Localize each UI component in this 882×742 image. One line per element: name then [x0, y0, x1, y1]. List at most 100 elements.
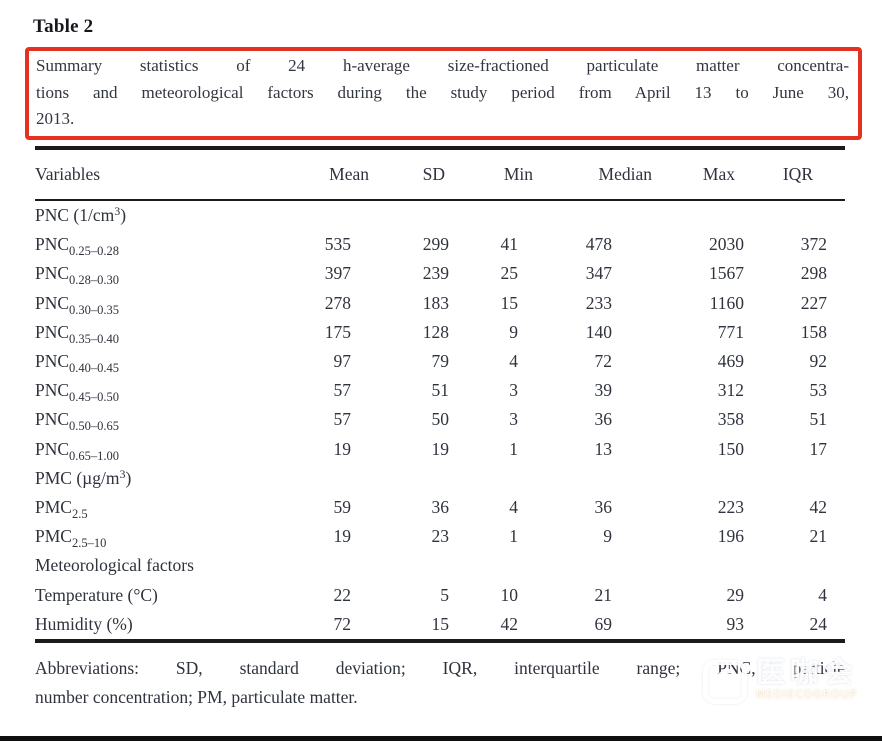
- summary-table-block: Variables Mean SD Min Median Max IQR PNC (1/cm3…: [35, 146, 845, 643]
- table-row: PNC0.40–0.45 97 79 4 72 469 92: [35, 347, 845, 376]
- cell-mean: 97: [333, 351, 352, 372]
- cell-iqr: 53: [809, 380, 828, 401]
- cell-min: 15: [500, 292, 519, 313]
- row-label: PNC0.28–0.30: [35, 263, 120, 288]
- row-label: Temperature (°C): [35, 584, 158, 605]
- cell-min: 3: [509, 380, 518, 401]
- cell-max: 771: [717, 321, 744, 342]
- cell-sd: 183: [422, 292, 449, 313]
- cell-iqr: 158: [800, 321, 827, 342]
- subscript: 0.50–0.65: [69, 419, 120, 434]
- summary-statistics-table: Variables Mean SD Min Median Max IQR PNC (1/cm3…: [35, 146, 845, 643]
- cell-max: 150: [717, 438, 744, 459]
- row-label: PNC0.40–0.45: [35, 351, 120, 376]
- cell-iqr: 17: [809, 438, 828, 459]
- footnote-line-1: Abbreviations: SD, standard deviation; I…: [35, 658, 845, 678]
- subscript: 0.40–0.45: [69, 361, 120, 376]
- section-label: Meteorological factors: [35, 555, 194, 576]
- cell-max: 1160: [709, 292, 744, 313]
- cell-iqr: 372: [800, 234, 827, 255]
- cell-sd: 5: [440, 584, 449, 605]
- cell-median: 72: [594, 351, 613, 372]
- cell-mean: 278: [324, 292, 351, 313]
- table-row: PNC0.45–0.50 57 51 3 39 312 53: [35, 376, 845, 405]
- cell-iqr: 51: [809, 409, 828, 430]
- row-label: Humidity (%): [35, 613, 133, 634]
- abbreviations-footnote: Abbreviations: SD, standard deviation; I…: [35, 654, 845, 711]
- cell-mean: 57: [333, 409, 352, 430]
- cell-min: 9: [509, 321, 518, 342]
- section-label: PNC (1/cm3): [35, 204, 127, 226]
- cell-max: 29: [726, 584, 745, 605]
- row-label: PMC2.5: [35, 496, 88, 521]
- cell-median: 9: [603, 526, 612, 547]
- cell-iqr: 4: [818, 584, 827, 605]
- cell-median: 347: [585, 263, 612, 284]
- cell-min: 25: [500, 263, 519, 284]
- row-label: PNC0.65–1.00: [35, 438, 120, 463]
- cell-min: 42: [500, 613, 519, 634]
- cell-iqr: 298: [800, 263, 827, 284]
- cell-median: 13: [594, 438, 613, 459]
- cell-max: 469: [717, 351, 744, 372]
- cell-min: 41: [500, 234, 519, 255]
- row-label: PNC0.25–0.28: [35, 234, 120, 259]
- cell-mean: 397: [324, 263, 351, 284]
- subscript: 2.5–10: [71, 536, 107, 551]
- cell-max: 223: [717, 496, 744, 517]
- column-header-variables: Variables: [35, 148, 305, 201]
- row-label: PNC0.45–0.50: [35, 380, 120, 405]
- cell-sd: 15: [431, 613, 450, 634]
- cell-sd: 19: [431, 438, 450, 459]
- cell-median: 233: [585, 292, 612, 313]
- subscript: 0.45–0.50: [69, 390, 120, 405]
- cell-min: 3: [509, 409, 518, 430]
- table-row: Humidity (%) 72 15 42 69 93 24: [35, 610, 845, 641]
- cell-min: 10: [500, 584, 519, 605]
- table-row: Temperature (°C) 22 5 10 21 29 4: [35, 580, 845, 609]
- footnote-line-2: number concentration; PM, particulate ma…: [35, 686, 358, 707]
- section-label: PMC (µg/m3): [35, 466, 132, 488]
- cell-max: 1567: [709, 263, 744, 284]
- cell-sd: 128: [422, 321, 449, 342]
- row-label: PNC0.30–0.35: [35, 292, 120, 317]
- cell-max: 2030: [709, 234, 744, 255]
- column-header-min: Min: [464, 148, 533, 201]
- cell-iqr: 42: [809, 496, 828, 517]
- cell-sd: 79: [431, 351, 450, 372]
- table-row: PMC2.5–10 19 23 1 9 196 21: [35, 522, 845, 551]
- row-label: PMC2.5–10: [35, 526, 107, 551]
- cell-mean: 535: [324, 234, 351, 255]
- subscript: 2.5: [71, 506, 88, 521]
- cell-mean: 22: [333, 584, 352, 605]
- cell-median: 36: [594, 409, 613, 430]
- header-row: Variables Mean SD Min Median Max IQR: [35, 148, 845, 201]
- table-row: PNC0.30–0.35 278 183 15 233 1160 227: [35, 289, 845, 318]
- cell-min: 4: [509, 496, 518, 517]
- table-row: PNC0.50–0.65 57 50 3 36 358 51: [35, 405, 845, 434]
- cell-mean: 59: [333, 496, 352, 517]
- column-header-iqr: IQR: [730, 148, 831, 201]
- table-title: Table 2: [33, 16, 94, 37]
- cell-min: 1: [509, 526, 518, 547]
- caption-highlight-box: Summary statistics of 24 h-average size-…: [25, 47, 862, 140]
- section-row: PNC (1/cm3): [35, 200, 845, 230]
- cell-mean: 19: [333, 526, 352, 547]
- table-row: PNC0.35–0.40 175 128 9 140 771 158: [35, 318, 845, 347]
- cell-max: 312: [717, 380, 744, 401]
- subscript: 0.35–0.40: [69, 331, 120, 346]
- cell-iqr: 92: [809, 351, 828, 372]
- subscript: 0.30–0.35: [69, 302, 120, 317]
- cell-iqr: 21: [809, 526, 828, 547]
- cell-min: 1: [509, 438, 518, 459]
- section-row: Meteorological factors: [35, 551, 845, 580]
- cell-mean: 57: [333, 380, 352, 401]
- column-header-sd: SD: [347, 148, 445, 201]
- cell-mean: 72: [333, 613, 352, 634]
- cell-mean: 19: [333, 438, 352, 459]
- cell-median: 140: [585, 321, 612, 342]
- cell-max: 93: [726, 613, 745, 634]
- table-row: PNC0.28–0.30 397 239 25 347 1567 298: [35, 259, 845, 288]
- caption-line-3: 2013.: [36, 109, 75, 128]
- subscript: 0.28–0.30: [69, 273, 120, 288]
